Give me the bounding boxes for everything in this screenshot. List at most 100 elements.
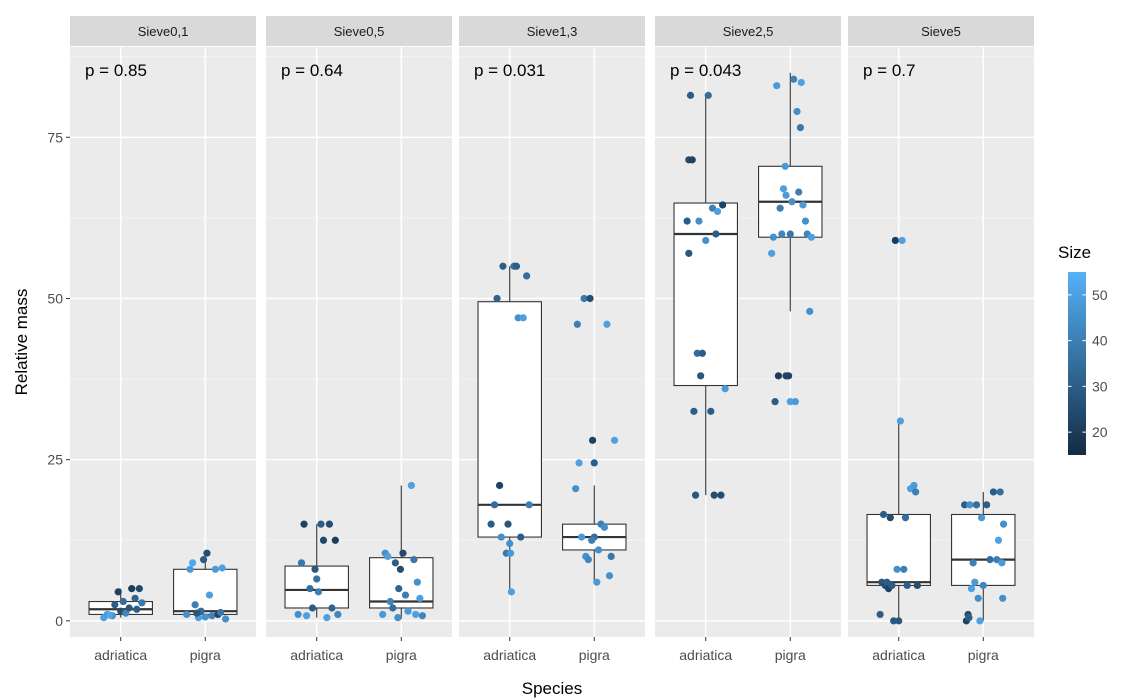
boxplot-pigra xyxy=(173,556,238,620)
data-point xyxy=(969,559,977,567)
data-point xyxy=(302,612,311,620)
data-point xyxy=(334,610,342,619)
data-point xyxy=(128,585,136,593)
data-point xyxy=(961,501,969,509)
data-point xyxy=(577,533,586,541)
data-point xyxy=(593,578,601,586)
data-point xyxy=(776,204,784,212)
facet-strip xyxy=(70,16,256,46)
x-tick-label: pigra xyxy=(190,647,221,663)
data-point xyxy=(586,294,594,303)
boxplot-adriatica xyxy=(477,266,542,592)
data-point xyxy=(588,536,596,544)
data-point xyxy=(499,262,507,270)
data-point xyxy=(913,581,921,590)
data-point xyxy=(317,520,325,528)
data-point xyxy=(218,564,226,572)
x-tick-label: adriatica xyxy=(679,647,732,663)
data-point xyxy=(133,605,141,613)
data-point xyxy=(523,272,531,280)
x-tick-label: adriatica xyxy=(483,647,536,663)
data-point xyxy=(413,578,421,586)
data-point xyxy=(903,581,911,590)
data-point xyxy=(994,536,1003,544)
data-point xyxy=(208,612,216,620)
data-point xyxy=(201,613,209,621)
y-tick-label: 0 xyxy=(55,613,63,629)
data-point xyxy=(781,162,789,170)
x-tick-label: pigra xyxy=(579,647,610,663)
x-tick-label: pigra xyxy=(775,647,806,663)
data-point xyxy=(313,575,321,583)
data-point xyxy=(999,520,1008,528)
data-point xyxy=(965,614,973,622)
facet-panel: Sieve1,3 p = 0.031 adriatica pigra xyxy=(459,16,645,663)
data-point xyxy=(782,191,790,199)
data-point xyxy=(688,156,696,164)
data-point xyxy=(788,198,796,206)
data-point xyxy=(686,91,695,99)
x-tick-label: adriatica xyxy=(290,647,343,663)
data-point xyxy=(702,236,710,245)
y-tick-label: 75 xyxy=(47,129,63,145)
legend-colorbar xyxy=(1068,272,1086,455)
data-point xyxy=(891,236,899,245)
data-point xyxy=(771,398,779,406)
data-point xyxy=(506,539,514,548)
boxplot-adriatica xyxy=(673,95,738,496)
data-point xyxy=(575,459,583,467)
data-point xyxy=(769,233,777,241)
data-point xyxy=(712,230,720,238)
boxplot-adriatica xyxy=(866,420,931,621)
data-point xyxy=(888,581,896,590)
legend-tick-label: 30 xyxy=(1092,378,1108,394)
data-point xyxy=(404,607,412,615)
data-point xyxy=(125,604,133,612)
data-point xyxy=(193,609,201,617)
facet-strip xyxy=(848,16,1034,46)
data-point xyxy=(588,436,597,444)
data-point xyxy=(605,572,614,580)
facet-strip-label: Sieve2,5 xyxy=(723,24,774,39)
data-point xyxy=(514,314,522,322)
data-point xyxy=(119,597,127,606)
data-point xyxy=(713,207,722,216)
data-point xyxy=(901,514,910,522)
data-point xyxy=(782,372,790,380)
data-point xyxy=(977,514,986,522)
data-point xyxy=(395,585,403,593)
data-point xyxy=(795,188,803,196)
facet-strip xyxy=(459,16,645,46)
facet-strip-label: Sieve1,3 xyxy=(527,24,578,39)
data-point xyxy=(707,407,715,415)
data-point xyxy=(807,233,816,241)
legend-tick-label: 40 xyxy=(1092,333,1108,349)
data-point xyxy=(331,536,339,544)
data-point xyxy=(710,491,718,499)
data-point xyxy=(391,559,399,567)
data-point xyxy=(216,608,225,617)
data-point xyxy=(900,565,908,573)
facet-strip-label: Sieve0,1 xyxy=(138,24,189,39)
data-point xyxy=(773,82,781,90)
box-iqr xyxy=(673,202,738,387)
data-point xyxy=(416,594,424,602)
facet-panels: Sieve0,1 p = 0.85 adriatica pigra Sieve0,5 p … xyxy=(70,16,1034,663)
box-iqr xyxy=(866,513,931,586)
data-point xyxy=(768,249,776,257)
x-axis-title: Species xyxy=(522,679,582,698)
data-point xyxy=(131,594,139,602)
x-tick-label: adriatica xyxy=(872,647,925,663)
facet-panel: Sieve5 p = 0.7 adriatica pigra xyxy=(848,16,1034,663)
x-tick-label: adriatica xyxy=(94,647,147,663)
data-point xyxy=(495,481,504,490)
data-point xyxy=(211,565,220,573)
data-point xyxy=(719,201,727,209)
data-point xyxy=(106,611,114,619)
facet-strip-label: Sieve5 xyxy=(921,24,961,39)
data-point xyxy=(972,501,981,509)
data-point xyxy=(998,559,1006,567)
data-point xyxy=(584,556,592,564)
data-point xyxy=(490,501,499,509)
